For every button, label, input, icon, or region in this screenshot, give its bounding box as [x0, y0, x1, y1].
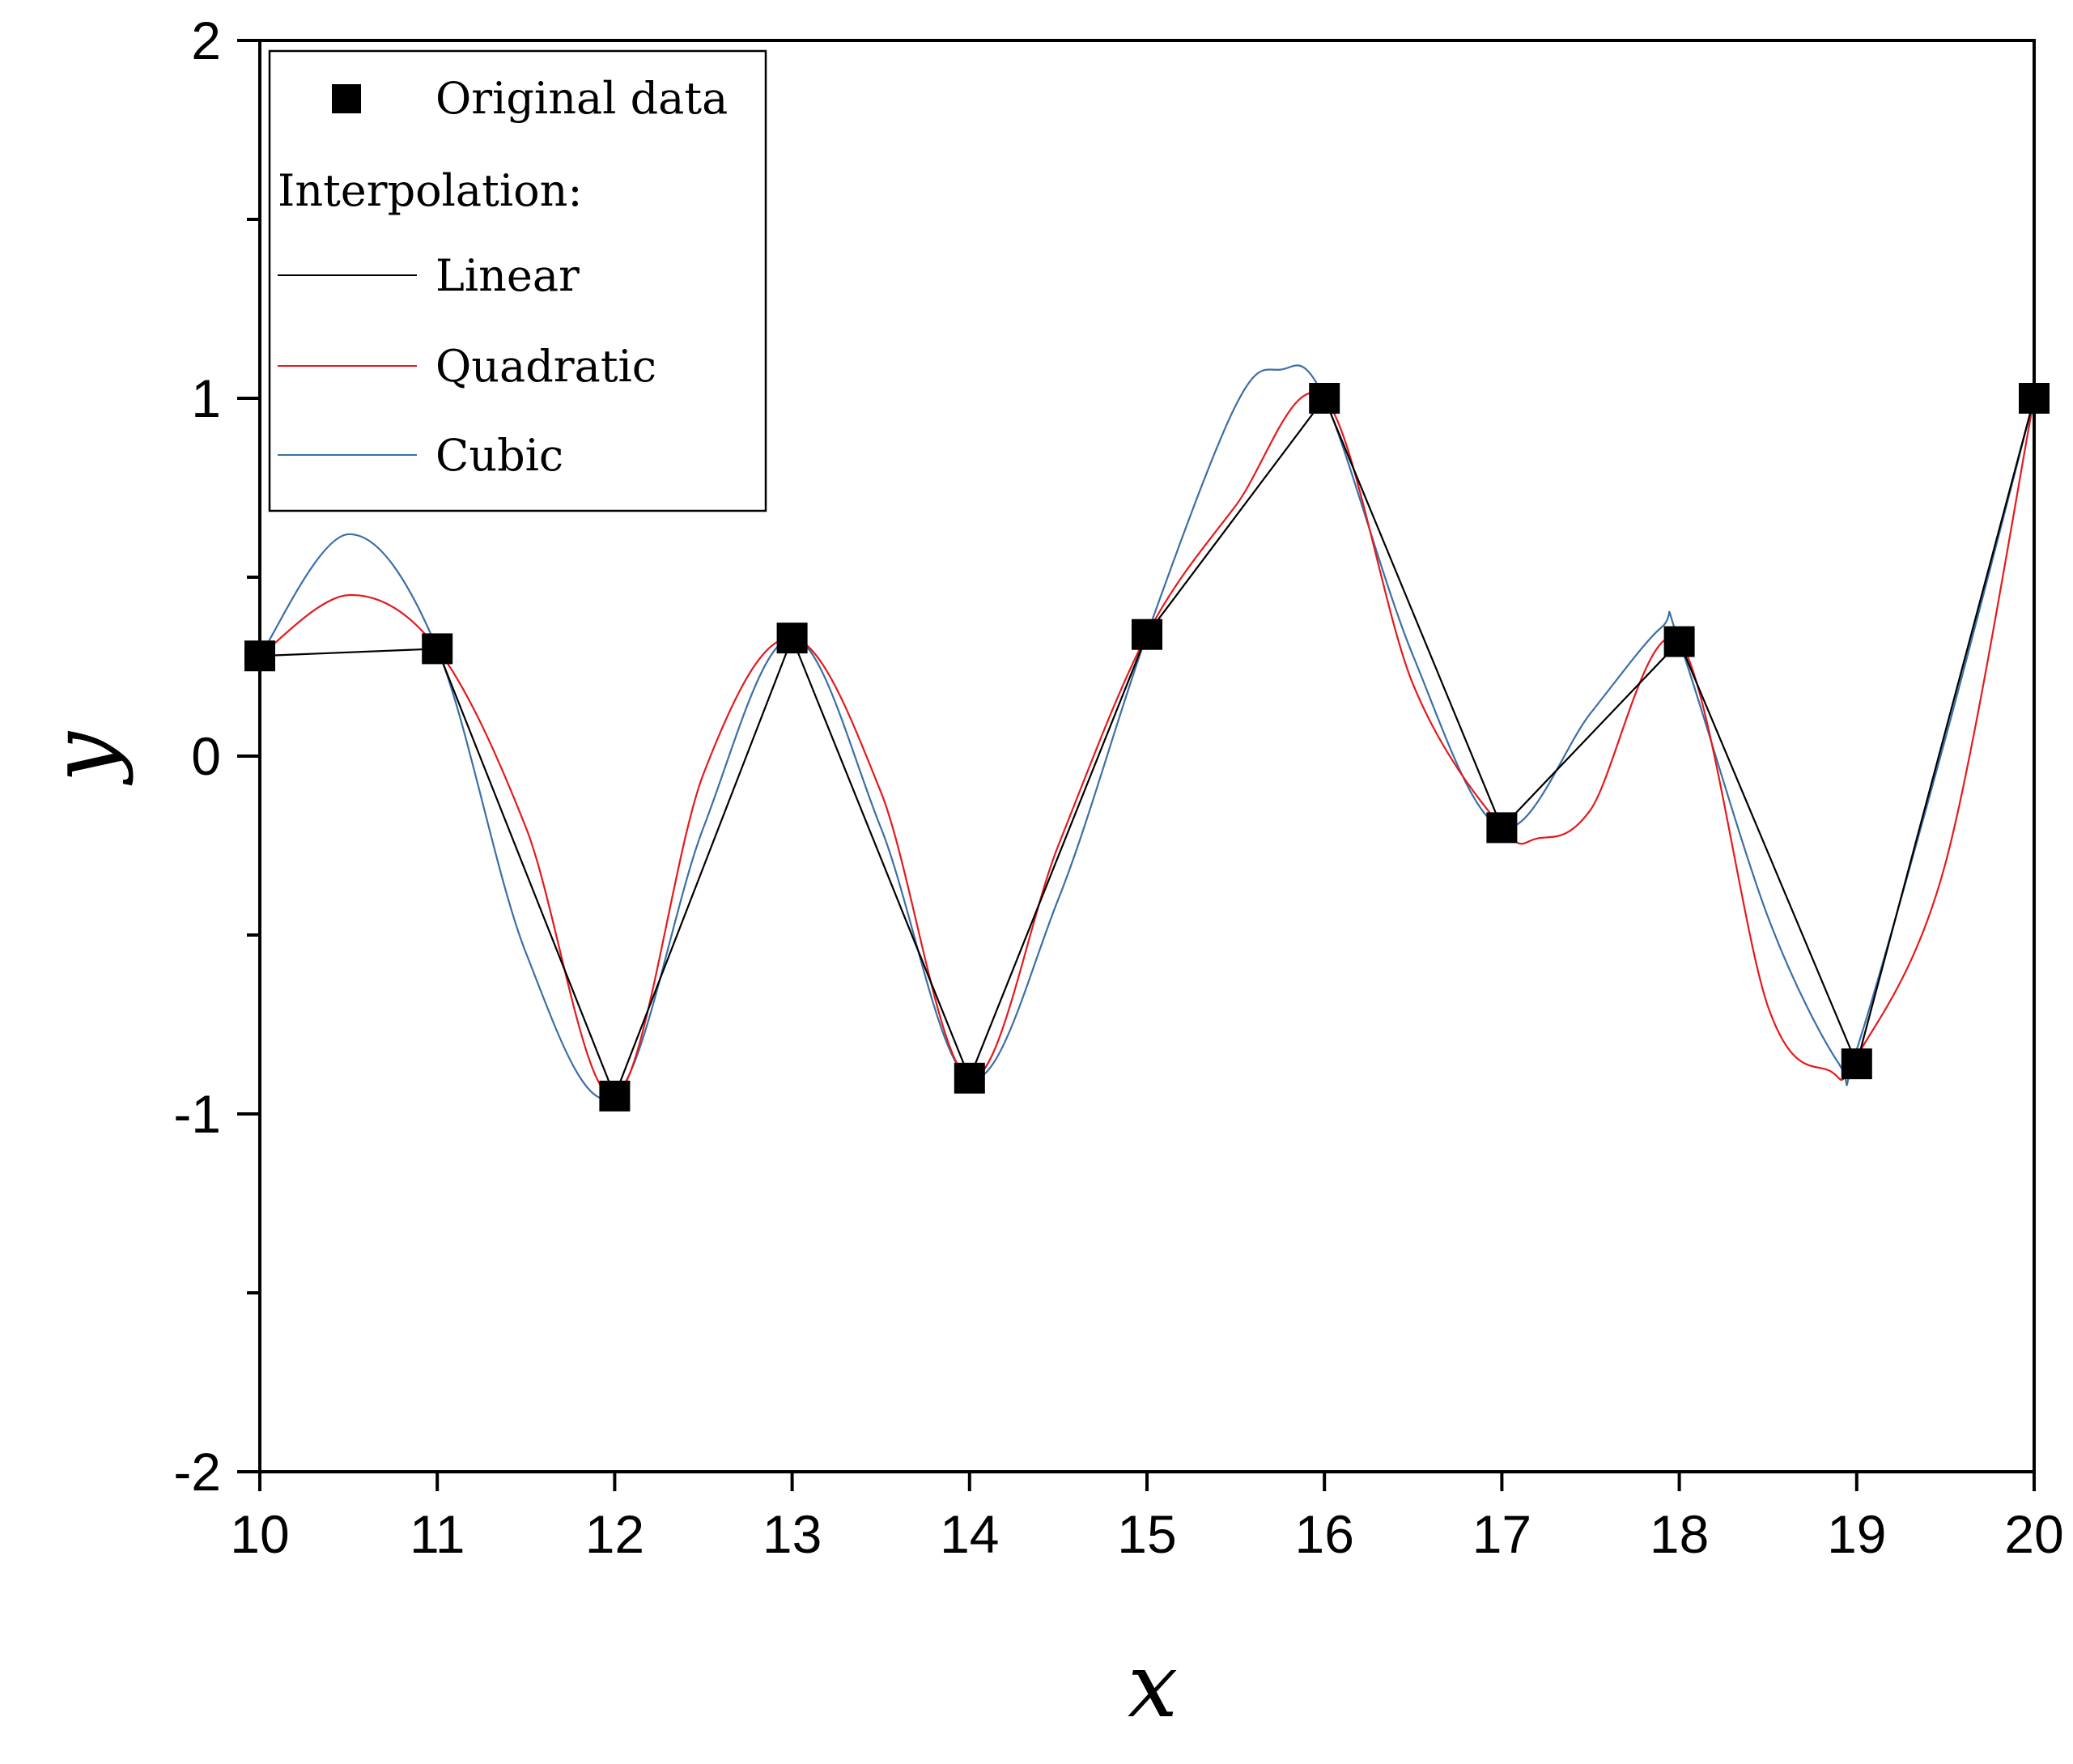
y-axis-label: y	[31, 730, 134, 786]
legend: Original data Interpolation: Linear Quad…	[268, 49, 767, 512]
x-tick-label: 17	[1472, 1504, 1531, 1564]
y-tick-label: -2	[173, 1442, 221, 1502]
x-tick-label: 18	[1650, 1504, 1709, 1564]
series-line-cubic	[259, 364, 2036, 1100]
x-axis-ticks: 10 11 12 13 14 15 16 17 18 19 20	[230, 1472, 2064, 1564]
x-tick-label: 12	[585, 1504, 644, 1564]
legend-marker-original	[332, 84, 361, 113]
legend-label-linear: Linear	[435, 250, 580, 301]
data-point-marker	[422, 633, 453, 665]
y-axis-ticks: -2 -1 0 1 2	[173, 11, 260, 1502]
y-tick-label: 0	[191, 726, 221, 786]
x-tick-label: 14	[940, 1504, 999, 1564]
data-point-marker	[1841, 1048, 1872, 1080]
series-layer	[244, 364, 2050, 1112]
x-axis-label: x	[1128, 1634, 1178, 1737]
data-point-marker	[1663, 626, 1695, 657]
data-point-marker	[776, 623, 808, 654]
legend-label-cubic: Cubic	[435, 430, 563, 481]
data-point-marker	[1486, 812, 1518, 844]
legend-label-original: Original data	[435, 73, 728, 124]
data-point-marker	[599, 1080, 631, 1112]
x-tick-label: 11	[410, 1504, 465, 1564]
legend-heading: Interpolation:	[278, 165, 583, 216]
data-point-marker	[1309, 383, 1340, 414]
data-point-marker	[1132, 618, 1162, 650]
x-tick-label: 20	[2004, 1504, 2063, 1564]
legend-box	[268, 49, 767, 512]
x-tick-label: 10	[230, 1504, 289, 1564]
x-tick-label: 19	[1827, 1504, 1886, 1564]
y-tick-label: 1	[191, 368, 221, 428]
x-tick-label: 13	[763, 1504, 822, 1564]
y-tick-label: -1	[173, 1084, 221, 1144]
legend-label-quadratic: Quadratic	[435, 341, 656, 392]
y-tick-label: 2	[191, 11, 221, 70]
x-tick-label: 15	[1117, 1504, 1176, 1564]
x-tick-label: 16	[1294, 1504, 1353, 1564]
data-point-marker	[954, 1062, 985, 1094]
